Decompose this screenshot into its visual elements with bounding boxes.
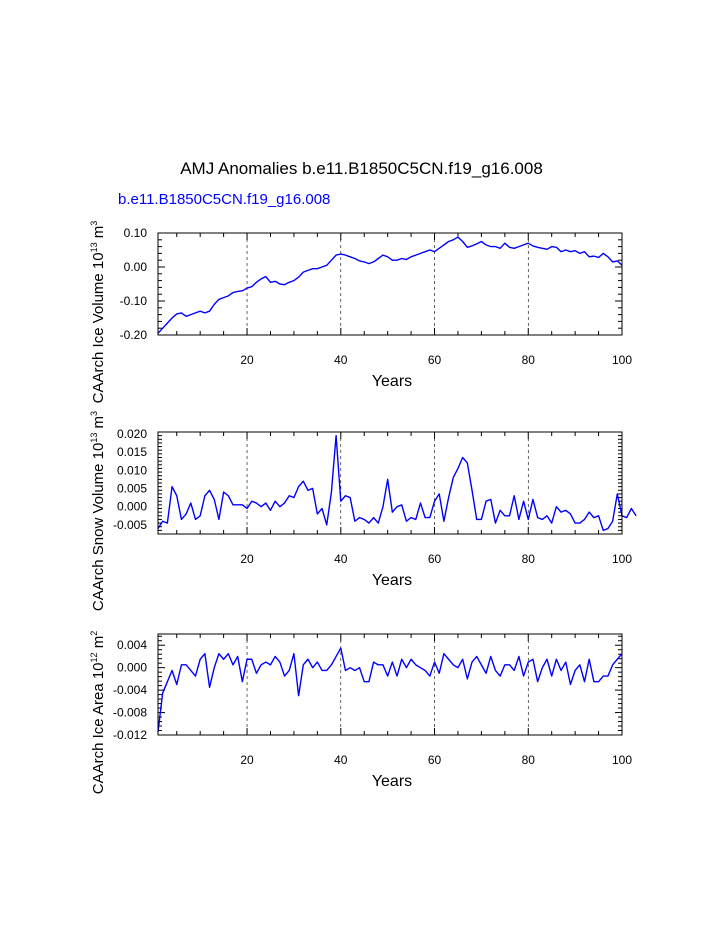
y-tick-label: 0.10 bbox=[124, 226, 148, 240]
y-axis-label-ylabel-unit: m bbox=[90, 416, 107, 433]
series-line bbox=[157, 647, 623, 733]
x-tick-label: 100 bbox=[612, 552, 632, 566]
y-axis-label-ylabel-exp: 13 bbox=[89, 433, 99, 443]
y-tick-label: 0.000 bbox=[117, 661, 147, 675]
y-tick-label: -0.004 bbox=[113, 683, 147, 697]
y-tick-label: 0.004 bbox=[117, 638, 147, 652]
y-axis-label: CAArch Snow Volume 1013 m3 bbox=[89, 411, 107, 611]
series-line bbox=[157, 434, 637, 532]
plot-frame bbox=[157, 431, 623, 535]
y-axis-label-ylabel-unit-exp: 3 bbox=[89, 221, 99, 226]
y-axis-label-ylabel-unit-exp: 2 bbox=[89, 631, 99, 636]
plot-frame bbox=[157, 232, 623, 336]
x-tick-label: 80 bbox=[522, 552, 536, 566]
x-tick-label: 40 bbox=[334, 552, 348, 566]
x-axis-label: Years bbox=[372, 373, 412, 390]
x-tick-label: 20 bbox=[240, 552, 254, 566]
y-tick-label: 0.010 bbox=[117, 463, 147, 477]
x-tick-label: 40 bbox=[334, 353, 348, 367]
x-tick-label: 60 bbox=[428, 753, 442, 767]
figure-title: AMJ Anomalies b.e11.B1850C5CN.f19_g16.00… bbox=[180, 159, 543, 178]
panel-1: 20 40 60 80 100 -0.20 -0.10 0.00 0.10 Years CAArch… bbox=[89, 221, 632, 404]
y-tick-label: -0.012 bbox=[113, 728, 147, 742]
y-axis-label: CAArch Ice Area 1012 m2 bbox=[89, 631, 107, 794]
x-tick-label: 80 bbox=[522, 353, 536, 367]
x-axis-label: Years bbox=[372, 773, 412, 790]
x-tick-label: 60 bbox=[428, 552, 442, 566]
x-tick-label: 100 bbox=[612, 753, 632, 767]
y-tick-label: 0.020 bbox=[117, 427, 147, 441]
y-axis-label-ylabel-unit: m bbox=[90, 636, 107, 653]
panel-2: 20 40 60 80 100 -0.005 0.000 0.005 0.010 0.015 0.0… bbox=[89, 411, 637, 611]
x-tick-label: 100 bbox=[612, 353, 632, 367]
x-tick-label: 40 bbox=[334, 753, 348, 767]
y-axis-label-ylabel-unit: m bbox=[90, 226, 107, 243]
y-tick-label: 0.005 bbox=[117, 481, 147, 495]
panels: 20 40 60 80 100 -0.20 -0.10 0.00 0.10 Years CAArch… bbox=[89, 221, 637, 794]
y-axis-label-ylabel-base: CAArch Ice Volume 10 bbox=[90, 252, 107, 403]
x-tick-label: 60 bbox=[428, 353, 442, 367]
y-tick-label: -0.008 bbox=[113, 706, 147, 720]
y-axis-label-ylabel-base: CAArch Ice Area 10 bbox=[90, 662, 107, 794]
x-tick-label: 20 bbox=[240, 753, 254, 767]
x-tick-label: 20 bbox=[240, 353, 254, 367]
y-tick-label: -0.10 bbox=[120, 294, 148, 308]
y-tick-label: 0.00 bbox=[124, 260, 148, 274]
figure-subtitle: b.e11.B1850C5CN.f19_g16.008 bbox=[118, 191, 330, 208]
y-axis-label-ylabel-exp: 12 bbox=[89, 652, 99, 662]
x-axis-label: Years bbox=[372, 572, 412, 589]
y-tick-label: -0.20 bbox=[120, 328, 148, 342]
panel-3: 20 40 60 80 100 -0.012 -0.008 -0.004 0.000 0.004 Y… bbox=[89, 631, 632, 794]
y-axis-label-ylabel-unit-exp: 3 bbox=[89, 411, 99, 416]
y-axis-label-ylabel-base: CAArch Snow Volume 10 bbox=[90, 443, 107, 611]
y-tick-label: 0.000 bbox=[117, 500, 147, 514]
y-axis-label-ylabel-exp: 13 bbox=[89, 242, 99, 252]
series-line bbox=[157, 236, 623, 334]
y-axis-label: CAArch Ice Volume 1013 m3 bbox=[89, 221, 107, 404]
plot-frame bbox=[157, 633, 623, 736]
x-tick-label: 80 bbox=[522, 753, 536, 767]
y-tick-label: -0.005 bbox=[113, 518, 147, 532]
y-tick-label: 0.015 bbox=[117, 445, 147, 459]
